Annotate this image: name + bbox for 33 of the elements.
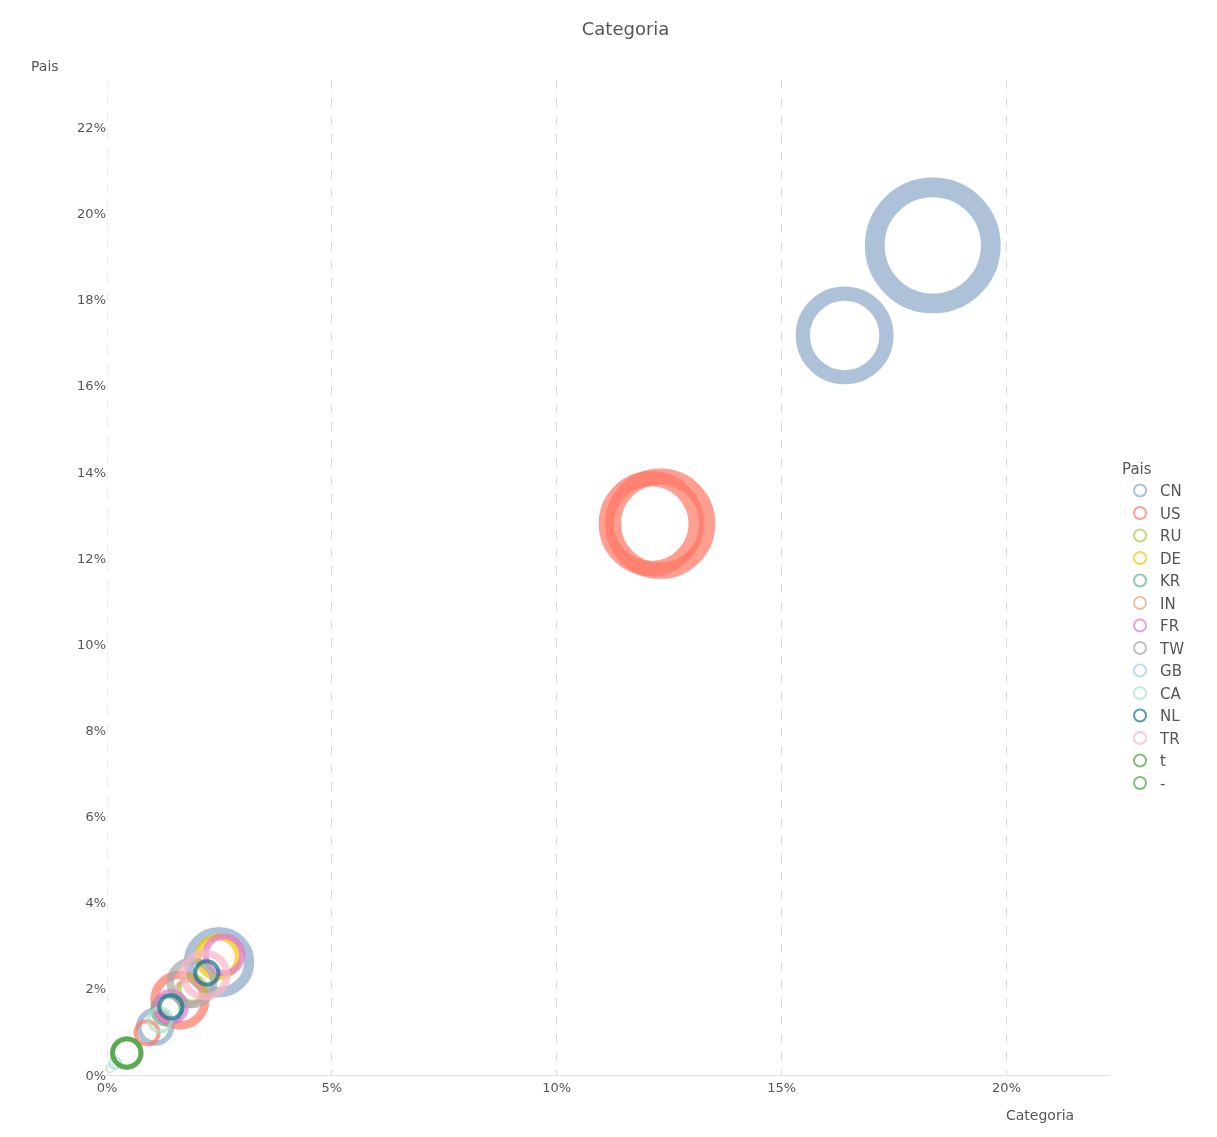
- y-tick-label: 18%: [77, 292, 106, 308]
- legend-label: TW: [1159, 639, 1185, 658]
- x-tick-label: 10%: [542, 1079, 572, 1095]
- legend-label: CN: [1160, 482, 1182, 501]
- y-tick-label: 8%: [85, 722, 106, 738]
- chart-title: Categoria: [581, 18, 670, 40]
- legend-label: TR: [1159, 729, 1180, 748]
- legend-label: RU: [1160, 527, 1182, 546]
- legend-label: NL: [1160, 707, 1181, 726]
- y-tick-label: 22%: [77, 119, 106, 135]
- y-tick-label: 20%: [77, 206, 106, 222]
- legend-label: KR: [1160, 572, 1181, 591]
- y-tick-label: 10%: [77, 636, 106, 652]
- legend-label: FR: [1160, 617, 1180, 636]
- y-tick-label: 4%: [85, 895, 106, 911]
- x-tick-label: 20%: [992, 1079, 1021, 1095]
- x-tick-label: 5%: [321, 1079, 343, 1095]
- legend-label: -: [1160, 774, 1166, 793]
- legend-label: GB: [1160, 662, 1182, 681]
- legend-label: IN: [1160, 594, 1176, 613]
- y-tick-label: 12%: [77, 550, 106, 566]
- legend-label: t: [1160, 752, 1167, 771]
- y-tick-label: 14%: [77, 464, 106, 480]
- y-tick-label: 16%: [77, 378, 106, 394]
- legend-label: US: [1160, 504, 1181, 523]
- legend-label: DE: [1160, 549, 1182, 568]
- y-tick-label: 6%: [85, 809, 106, 825]
- legend-label: CA: [1160, 684, 1182, 703]
- y-axis-title: Pais: [31, 58, 59, 74]
- legend-title: Pais: [1122, 460, 1152, 479]
- x-axis-title: Categoria: [1006, 1107, 1075, 1123]
- x-tick-label: 15%: [767, 1079, 797, 1095]
- y-tick-label: 2%: [85, 981, 106, 997]
